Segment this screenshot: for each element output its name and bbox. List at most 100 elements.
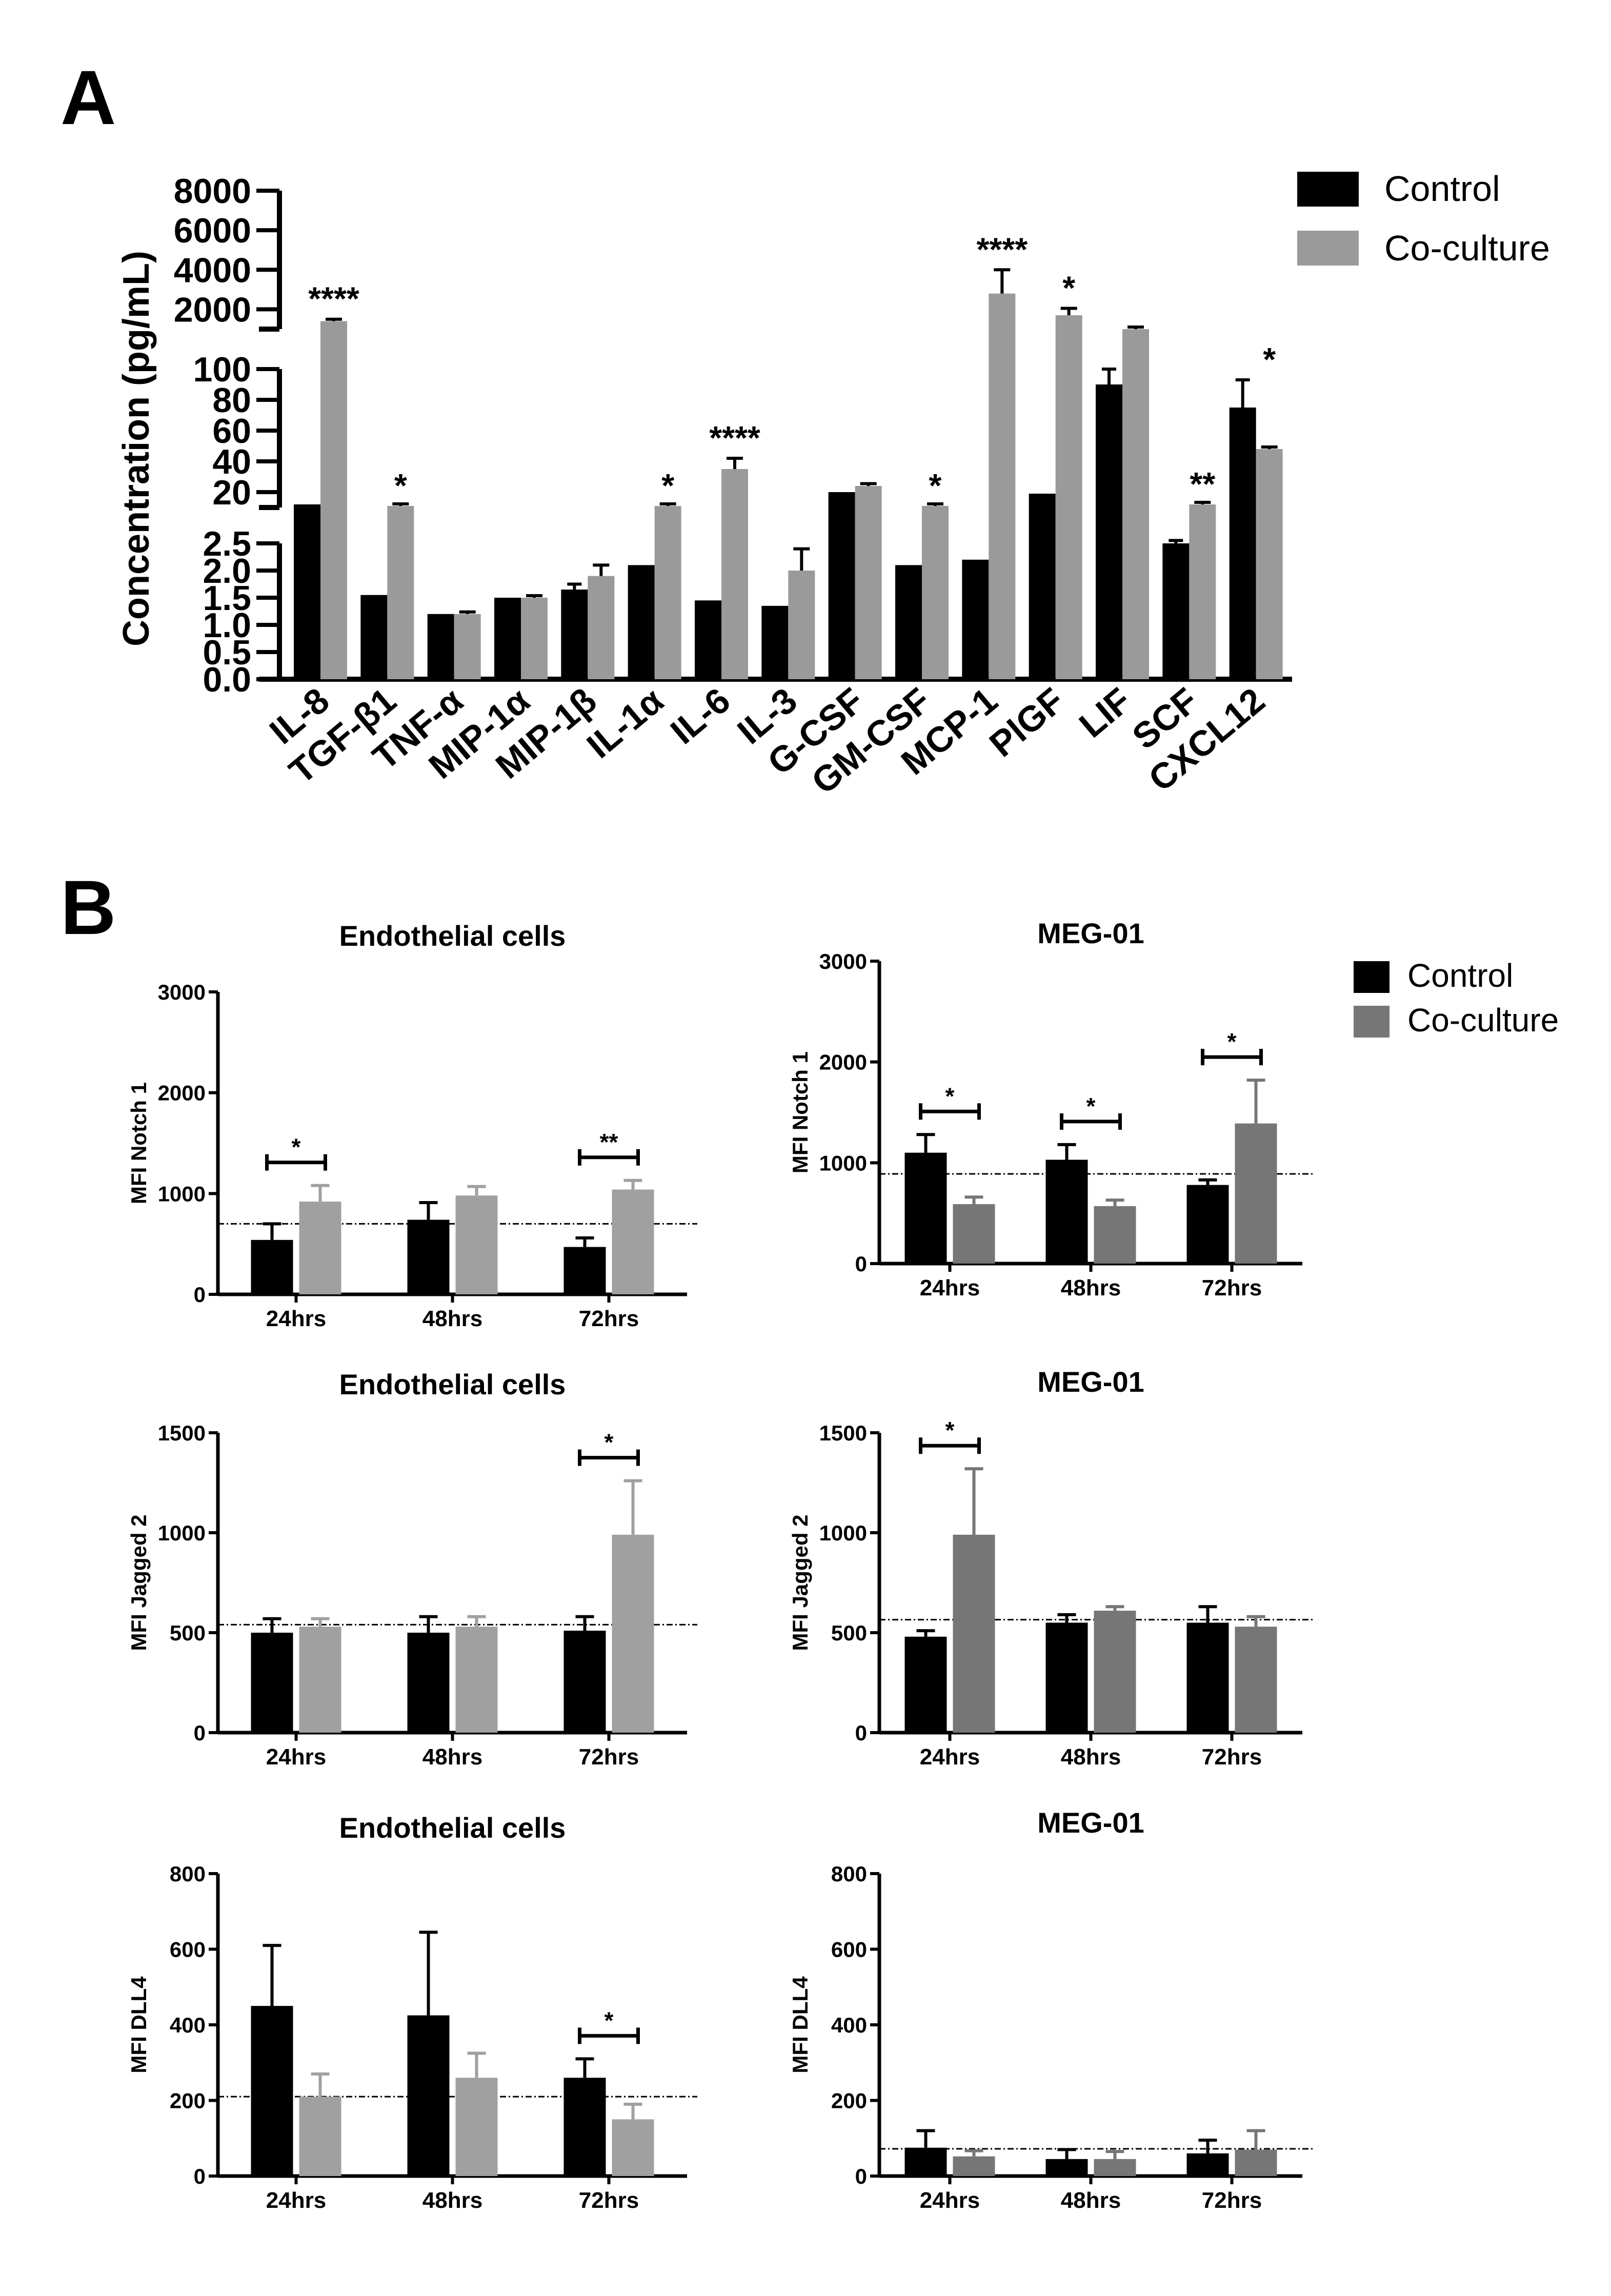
y-tick-label: 1000 — [819, 1521, 867, 1545]
bar-control-GM-CSF — [895, 565, 922, 679]
bar-coculture-72hrs — [612, 1534, 654, 1733]
subchart-ylabel: MFI Notch 1 — [127, 1082, 151, 1204]
bar-coculture-TGF-β1 — [387, 506, 414, 679]
y-tick-label: 400 — [170, 2013, 206, 2037]
subchart-1: MEG-01 MFI Notch 1 0 1000 2000 3000 24hrs * 48hr… — [788, 917, 1313, 1301]
x-tick-label: 48hrs — [422, 1306, 482, 1331]
y-tick-label: 1500 — [819, 1421, 867, 1445]
significance-marker: * — [945, 1417, 955, 1444]
bar-coculture-72hrs — [1235, 2149, 1277, 2176]
x-tick-label: 72hrs — [1202, 1275, 1262, 1301]
bar-control-24hrs — [904, 2147, 947, 2176]
bar-coculture-LIF — [1122, 329, 1149, 679]
subchart-title: MEG-01 — [1037, 1366, 1144, 1398]
bar-coculture-24hrs — [299, 1202, 341, 1294]
x-tick-label: 48hrs — [422, 1744, 482, 1770]
bar-control-24hrs — [904, 1152, 947, 1264]
y-tick-label: 2.5 — [203, 524, 251, 563]
y-tick-label: 1000 — [158, 1182, 206, 1206]
bar-coculture-48hrs — [1094, 1206, 1136, 1264]
y-tick-label: 2000 — [158, 1081, 206, 1105]
bar-control-24hrs — [904, 1636, 947, 1733]
x-tick-label: 24hrs — [920, 1275, 980, 1301]
subchart-ylabel: MFI Jagged 2 — [127, 1514, 151, 1651]
panel-a: A Concentration (pg/mL) Control Co-cultu… — [61, 54, 1550, 802]
y-tick-label: 3000 — [819, 949, 867, 973]
bar-coculture-24hrs — [953, 2156, 995, 2176]
bar-control-48hrs — [407, 2015, 450, 2176]
y-tick-label: 800 — [831, 1862, 867, 1886]
bar-coculture-48hrs — [455, 1627, 498, 1733]
y-tick-label: 2000 — [819, 1050, 867, 1074]
y-tick-label: 400 — [831, 2013, 867, 2037]
bar-coculture-48hrs — [455, 1195, 498, 1294]
subchart-ylabel: MFI DLL4 — [788, 1976, 812, 2074]
y-tick-label: 1.5 — [203, 579, 251, 618]
x-tick-label: 48hrs — [1061, 1744, 1121, 1770]
panel-a-ylabel: Concentration (pg/mL) — [116, 251, 157, 646]
y-tick-label: 0 — [855, 1252, 867, 1276]
y-tick-label: 0.5 — [203, 633, 251, 672]
bar-control-48hrs — [407, 1633, 450, 1733]
y-tick-label: 60 — [212, 412, 251, 451]
subchart-title: MEG-01 — [1037, 917, 1144, 949]
y-tick-label: 500 — [831, 1621, 867, 1645]
bar-coculture-MCP-1 — [989, 293, 1016, 679]
bar-control-IL-3 — [761, 605, 789, 679]
bar-coculture-MIP-1α — [521, 598, 548, 679]
panel-a-legend: Control Co-culture — [1297, 169, 1550, 268]
x-tick-label: 24hrs — [920, 1744, 980, 1770]
bar-coculture-TNF-α — [454, 614, 481, 679]
bar-control-48hrs — [407, 1220, 450, 1294]
y-tick-label: 1000 — [819, 1151, 867, 1175]
bar-control-TGF-β1 — [360, 595, 388, 679]
y-tick-label: 200 — [831, 2089, 867, 2113]
significance-marker: * — [945, 1083, 955, 1109]
bar-control-48hrs — [1045, 1622, 1088, 1733]
x-tick-label: IL-1α — [579, 680, 671, 766]
bar-control-48hrs — [1045, 2159, 1088, 2176]
subchart-ylabel: MFI Jagged 2 — [788, 1514, 812, 1651]
bar-control-PlGF — [1029, 494, 1056, 679]
x-tick-label: 48hrs — [422, 2188, 482, 2213]
legend-label-coculture: Co-culture — [1407, 1002, 1559, 1039]
panel-a-label: A — [61, 54, 116, 140]
significance-marker: **** — [977, 231, 1028, 268]
panel-b: B Control Co-culture Endothelial cells MF… — [61, 864, 1559, 2213]
x-tick-label: 24hrs — [266, 1744, 326, 1770]
y-tick-label: 40 — [212, 442, 251, 481]
bar-control-CXCL12 — [1229, 408, 1256, 679]
significance-marker: ** — [600, 1129, 618, 1155]
subchart-4: Endothelial cells MFI DLL4 0 200 400 600 800 24… — [127, 1812, 697, 2213]
bar-control-24hrs — [251, 1633, 293, 1733]
bar-control-72hrs — [563, 2078, 606, 2176]
legend-label-coculture: Co-culture — [1384, 228, 1550, 268]
x-tick-label: 48hrs — [1061, 1275, 1121, 1301]
significance-marker: ** — [1190, 465, 1215, 502]
bar-control-MCP-1 — [962, 559, 989, 679]
bar-control-LIF — [1096, 384, 1122, 679]
bar-coculture-48hrs — [455, 2078, 498, 2176]
bar-coculture-48hrs — [1094, 2159, 1136, 2176]
significance-marker: **** — [709, 419, 760, 456]
bar-coculture-72hrs — [1235, 1627, 1277, 1733]
bar-coculture-24hrs — [953, 1534, 995, 1733]
bar-coculture-24hrs — [299, 2097, 341, 2176]
x-tick-label: 24hrs — [266, 2188, 326, 2213]
x-tick-label: 72hrs — [579, 1306, 639, 1331]
legend-label-control: Control — [1384, 169, 1500, 209]
bar-control-72hrs — [1186, 1622, 1229, 1733]
bar-control-IL-1α — [628, 565, 655, 679]
panel-b-label: B — [61, 864, 116, 950]
significance-marker: * — [1086, 1093, 1096, 1120]
y-tick-label: 1000 — [158, 1521, 206, 1545]
y-tick-label: 0 — [194, 1283, 206, 1307]
bar-coculture-48hrs — [1094, 1611, 1136, 1733]
bar-control-72hrs — [1186, 1185, 1229, 1264]
significance-marker: **** — [308, 280, 359, 317]
bar-coculture-CXCL12 — [1256, 449, 1283, 679]
bar-coculture-72hrs — [1235, 1123, 1277, 1264]
y-tick-label: 1500 — [158, 1421, 206, 1445]
significance-marker: * — [292, 1134, 301, 1161]
